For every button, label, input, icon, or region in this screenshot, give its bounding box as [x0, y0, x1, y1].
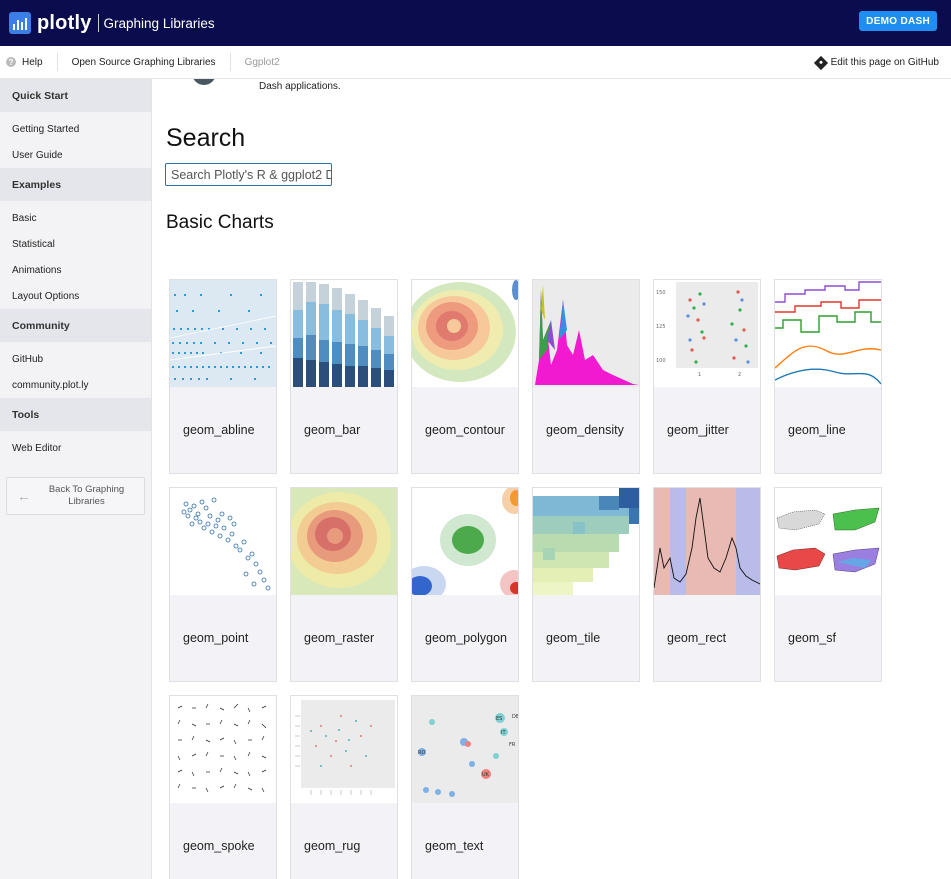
breadcrumb-open-source[interactable]: Open Source Graphing Libraries	[71, 56, 216, 68]
back-to-graphing-libraries-button[interactable]: ← Back To Graphing Libraries	[6, 477, 145, 515]
card-geom-raster[interactable]: geom_raster	[290, 487, 398, 682]
git-icon	[813, 55, 828, 70]
spoke-thumbnail	[170, 696, 276, 803]
card-label: geom_rug	[304, 839, 361, 853]
card-geom-contour[interactable]: geom_contour	[411, 279, 519, 474]
top-navbar: plotly Graphing Libraries DEMO DASH	[0, 0, 951, 46]
plotly-logo[interactable]: plotly Graphing Libraries	[9, 12, 215, 35]
density-thumbnail	[533, 280, 639, 387]
card-label: geom_density	[546, 423, 624, 437]
basic-charts-heading: Basic Charts	[166, 212, 274, 233]
contour-thumbnail	[412, 280, 518, 387]
card-geom-rect[interactable]: geom_rect	[653, 487, 761, 682]
card-label: geom_jitter	[667, 423, 729, 437]
sidebar-item-animations[interactable]: Animations	[12, 264, 62, 276]
card-label: geom_line	[788, 423, 846, 437]
sidebar-item-github[interactable]: GitHub	[12, 353, 44, 365]
intro-text: Dash applications.	[259, 81, 341, 92]
card-label: geom_text	[425, 839, 484, 853]
svg-text:ES: ES	[496, 716, 502, 722]
card-label: geom_raster	[304, 631, 375, 645]
cutoff-image	[192, 79, 216, 85]
card-geom-tile[interactable]: geom_tile	[532, 487, 640, 682]
breadcrumb: ? Help Open Source Graphing Libraries Gg…	[0, 46, 951, 79]
card-geom-line[interactable]: geom_line	[774, 279, 882, 474]
svg-text:150: 150	[656, 290, 666, 296]
card-geom-spoke[interactable]: geom_spoke	[169, 695, 277, 879]
main-content: Dash applications. Search Basic Charts	[152, 79, 951, 879]
breadcrumb-ggplot2[interactable]: Ggplot2	[244, 56, 280, 68]
abline-thumbnail	[170, 280, 276, 387]
sidebar-item-getting-started[interactable]: Getting Started	[12, 123, 80, 135]
sidebar-heading-community: Community	[0, 309, 151, 342]
line-thumbnail	[775, 280, 881, 387]
rug-thumbnail	[291, 696, 397, 803]
card-label: geom_polygon	[425, 631, 508, 645]
raster-thumbnail	[291, 488, 397, 595]
card-geom-point[interactable]: geom_point	[169, 487, 277, 682]
card-label: geom_rect	[667, 631, 727, 645]
svg-text:UK: UK	[482, 772, 490, 778]
svg-text:125: 125	[656, 324, 666, 330]
card-geom-polygon[interactable]: geom_polygon	[411, 487, 519, 682]
sidebar-heading-examples: Examples	[0, 168, 151, 201]
sf-thumbnail	[775, 488, 881, 595]
polygon-thumbnail	[412, 488, 518, 595]
card-label: geom_abline	[183, 423, 255, 437]
card-geom-rug[interactable]: geom_rug	[290, 695, 398, 879]
rect-thumbnail	[654, 488, 760, 595]
card-geom-abline[interactable]: geom_abline	[169, 279, 277, 474]
svg-text:1: 1	[698, 372, 701, 378]
card-label: geom_bar	[304, 423, 361, 437]
svg-text:DE: DE	[512, 714, 518, 720]
sidebar-item-basic[interactable]: Basic	[12, 212, 37, 224]
svg-text:100: 100	[656, 358, 666, 364]
card-geom-sf[interactable]: geom_sf	[774, 487, 882, 682]
sidebar-item-user-guide[interactable]: User Guide	[12, 149, 63, 161]
search-heading: Search	[166, 124, 246, 152]
svg-text:2: 2	[738, 372, 741, 378]
svg-text:IT: IT	[501, 730, 506, 736]
demo-dash-button[interactable]: DEMO DASH	[859, 11, 937, 31]
help-icon: ?	[6, 57, 16, 67]
svg-text:RO: RO	[418, 750, 425, 756]
sidebar-item-statistical[interactable]: Statistical	[12, 238, 55, 250]
tile-thumbnail	[533, 488, 639, 595]
card-label: geom_tile	[546, 631, 601, 645]
sidebar-item-layout-options[interactable]: Layout Options	[12, 290, 80, 302]
sidebar: Quick Start Getting Started User Guide E…	[0, 79, 152, 879]
card-geom-density[interactable]: geom_density	[532, 279, 640, 474]
sidebar-item-community[interactable]: community.plot.ly	[12, 379, 89, 391]
sidebar-heading-quick-start: Quick Start	[0, 79, 151, 112]
plotly-logo-icon	[9, 12, 31, 34]
bar-thumbnail	[291, 280, 397, 387]
card-label: geom_spoke	[183, 839, 255, 853]
sidebar-heading-tools: Tools	[0, 398, 151, 431]
card-geom-bar[interactable]: geom_bar	[290, 279, 398, 474]
card-label: geom_point	[183, 631, 249, 645]
point-thumbnail	[170, 488, 276, 595]
card-label: geom_sf	[788, 631, 836, 645]
search-input[interactable]	[165, 163, 332, 186]
jitter-thumbnail: 150 125 100 1 2	[654, 280, 760, 387]
arrow-left-icon: ←	[17, 488, 31, 504]
logo-subtitle: Graphing Libraries	[103, 15, 215, 31]
help-link[interactable]: ? Help	[0, 46, 57, 79]
text-thumbnail: ES IT FR RO UK DE	[412, 696, 518, 803]
card-geom-jitter[interactable]: 150 125 100 1 2 geom_jitter	[653, 279, 761, 474]
sidebar-item-web-editor[interactable]: Web Editor	[12, 442, 62, 454]
card-geom-text[interactable]: ES IT FR RO UK DE geom_text	[411, 695, 519, 879]
logo-word: plotly	[37, 11, 92, 34]
card-label: geom_contour	[425, 423, 505, 437]
svg-text:FR: FR	[509, 742, 516, 748]
edit-on-github-link[interactable]: Edit this page on GitHub	[813, 46, 939, 79]
